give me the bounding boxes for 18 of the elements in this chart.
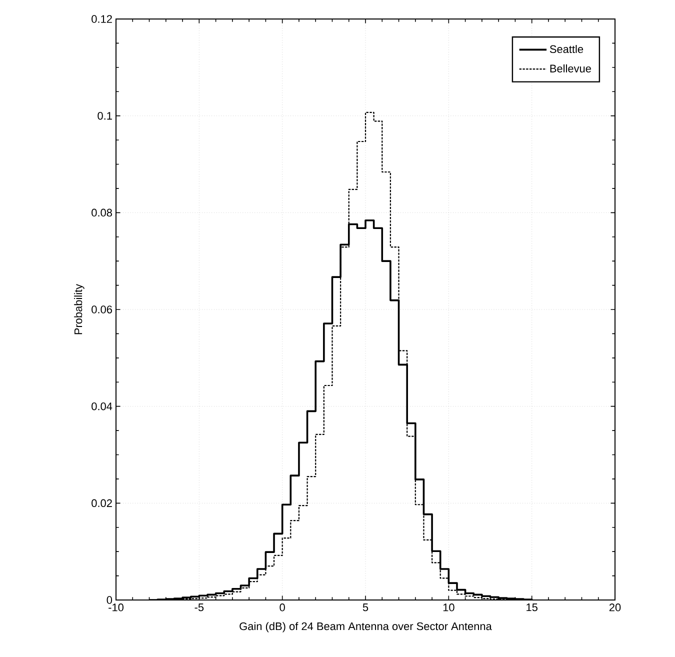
x-tick-label: 15: [526, 604, 538, 612]
x-tick-label: 20: [609, 604, 621, 612]
x-tick-label: 0: [280, 604, 285, 612]
y-tick-label: 0.02: [92, 499, 112, 508]
x-tick-label: -10: [108, 604, 124, 612]
legend-label: Bellevue: [550, 64, 591, 72]
y-tick-label: 0.06: [92, 306, 112, 314]
y-tick-label: 0.12: [92, 15, 112, 23]
x-axis-title: Gain (dB) of 24 Beam Antenna over Sector Antenna: [240, 622, 492, 632]
legend-label: Seattle: [550, 44, 584, 54]
y-tick-label: 0.08: [92, 208, 112, 217]
x-tick-label: -5: [194, 604, 204, 612]
y-tick-label: 0: [106, 596, 112, 604]
y-tick-label: 0.1: [98, 112, 112, 120]
y-axis-title: Probability: [74, 284, 84, 334]
x-tick-label: 5: [362, 604, 368, 612]
x-tick-label: 10: [443, 604, 454, 612]
y-tick-label: 0.04: [92, 402, 112, 410]
